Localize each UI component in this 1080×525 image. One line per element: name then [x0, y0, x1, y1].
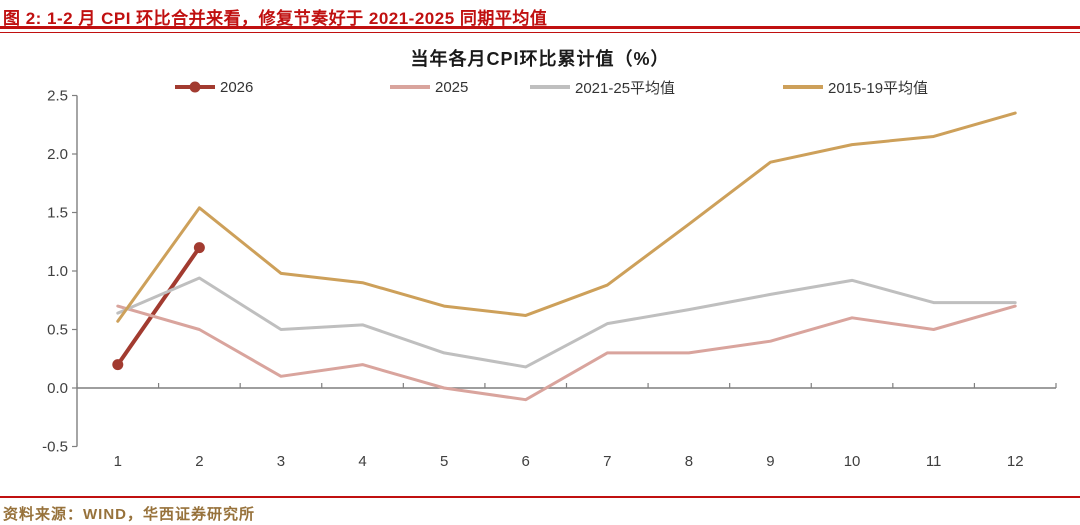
source-note: 资料来源：WIND，华西证券研究所 — [3, 506, 255, 523]
legend-label: 2021-25平均值 — [575, 79, 676, 97]
x-tick-label: 5 — [440, 453, 448, 470]
x-tick-label: 4 — [358, 453, 366, 470]
y-tick-label: 1.5 — [47, 205, 68, 222]
x-tick-label: 10 — [844, 453, 861, 470]
y-tick-label: 2.0 — [47, 146, 68, 163]
series-line-2026 — [115, 245, 202, 367]
x-tick-label: 1 — [114, 453, 122, 470]
x-tick-label: 8 — [685, 453, 693, 470]
y-tick-label: -0.5 — [42, 439, 68, 456]
legend-label: 2025 — [435, 78, 469, 96]
legend-line-icon — [390, 85, 430, 89]
chart-title: 当年各月CPI环比累计值（%） — [410, 49, 670, 69]
series-line-2015-19平均值 — [116, 111, 1017, 323]
legend-dot-icon — [189, 81, 201, 93]
data-point-marker-2026 — [193, 242, 205, 254]
legend-item-2021-25-avg: 2021-25平均值 — [530, 76, 675, 98]
legend-item-2026: 2026 — [175, 76, 253, 98]
x-tick-label: 11 — [926, 453, 942, 470]
header-rule-thin — [0, 32, 1080, 33]
figure-caption: 图 2: 1-2 月 CPI 环比合并来看，修复节奏好于 2021-2025 同… — [3, 9, 548, 28]
series-line-2025 — [116, 304, 1017, 402]
legend-line-marker-icon — [175, 81, 215, 93]
x-tick-label: 9 — [766, 453, 774, 470]
series-line-2021-25平均值 — [116, 276, 1017, 369]
chart-legend: 2026 2025 2021-25平均值 2015-19平均值 — [0, 76, 1080, 98]
legend-item-2025: 2025 — [390, 76, 468, 98]
legend-label: 2015-19平均值 — [828, 79, 929, 97]
y-tick-label: 0.5 — [47, 322, 68, 339]
y-tick-label: 1.0 — [47, 263, 68, 280]
footer-rule — [0, 496, 1080, 498]
legend-label: 2026 — [220, 78, 254, 96]
data-point-marker-2026 — [112, 359, 124, 371]
legend-line-icon — [530, 85, 570, 89]
x-tick-label: 12 — [1007, 453, 1024, 470]
header-rule-thick — [0, 26, 1080, 29]
y-tick-label: 0.0 — [47, 380, 68, 397]
x-tick-label: 2 — [195, 453, 203, 470]
x-tick-label: 7 — [603, 453, 611, 470]
x-tick-label: 3 — [277, 453, 285, 470]
legend-line-icon — [783, 85, 823, 89]
legend-item-2015-19-avg: 2015-19平均值 — [783, 76, 928, 98]
y-tick-label: 2.5 — [47, 88, 68, 105]
x-tick-label: 6 — [522, 453, 530, 470]
